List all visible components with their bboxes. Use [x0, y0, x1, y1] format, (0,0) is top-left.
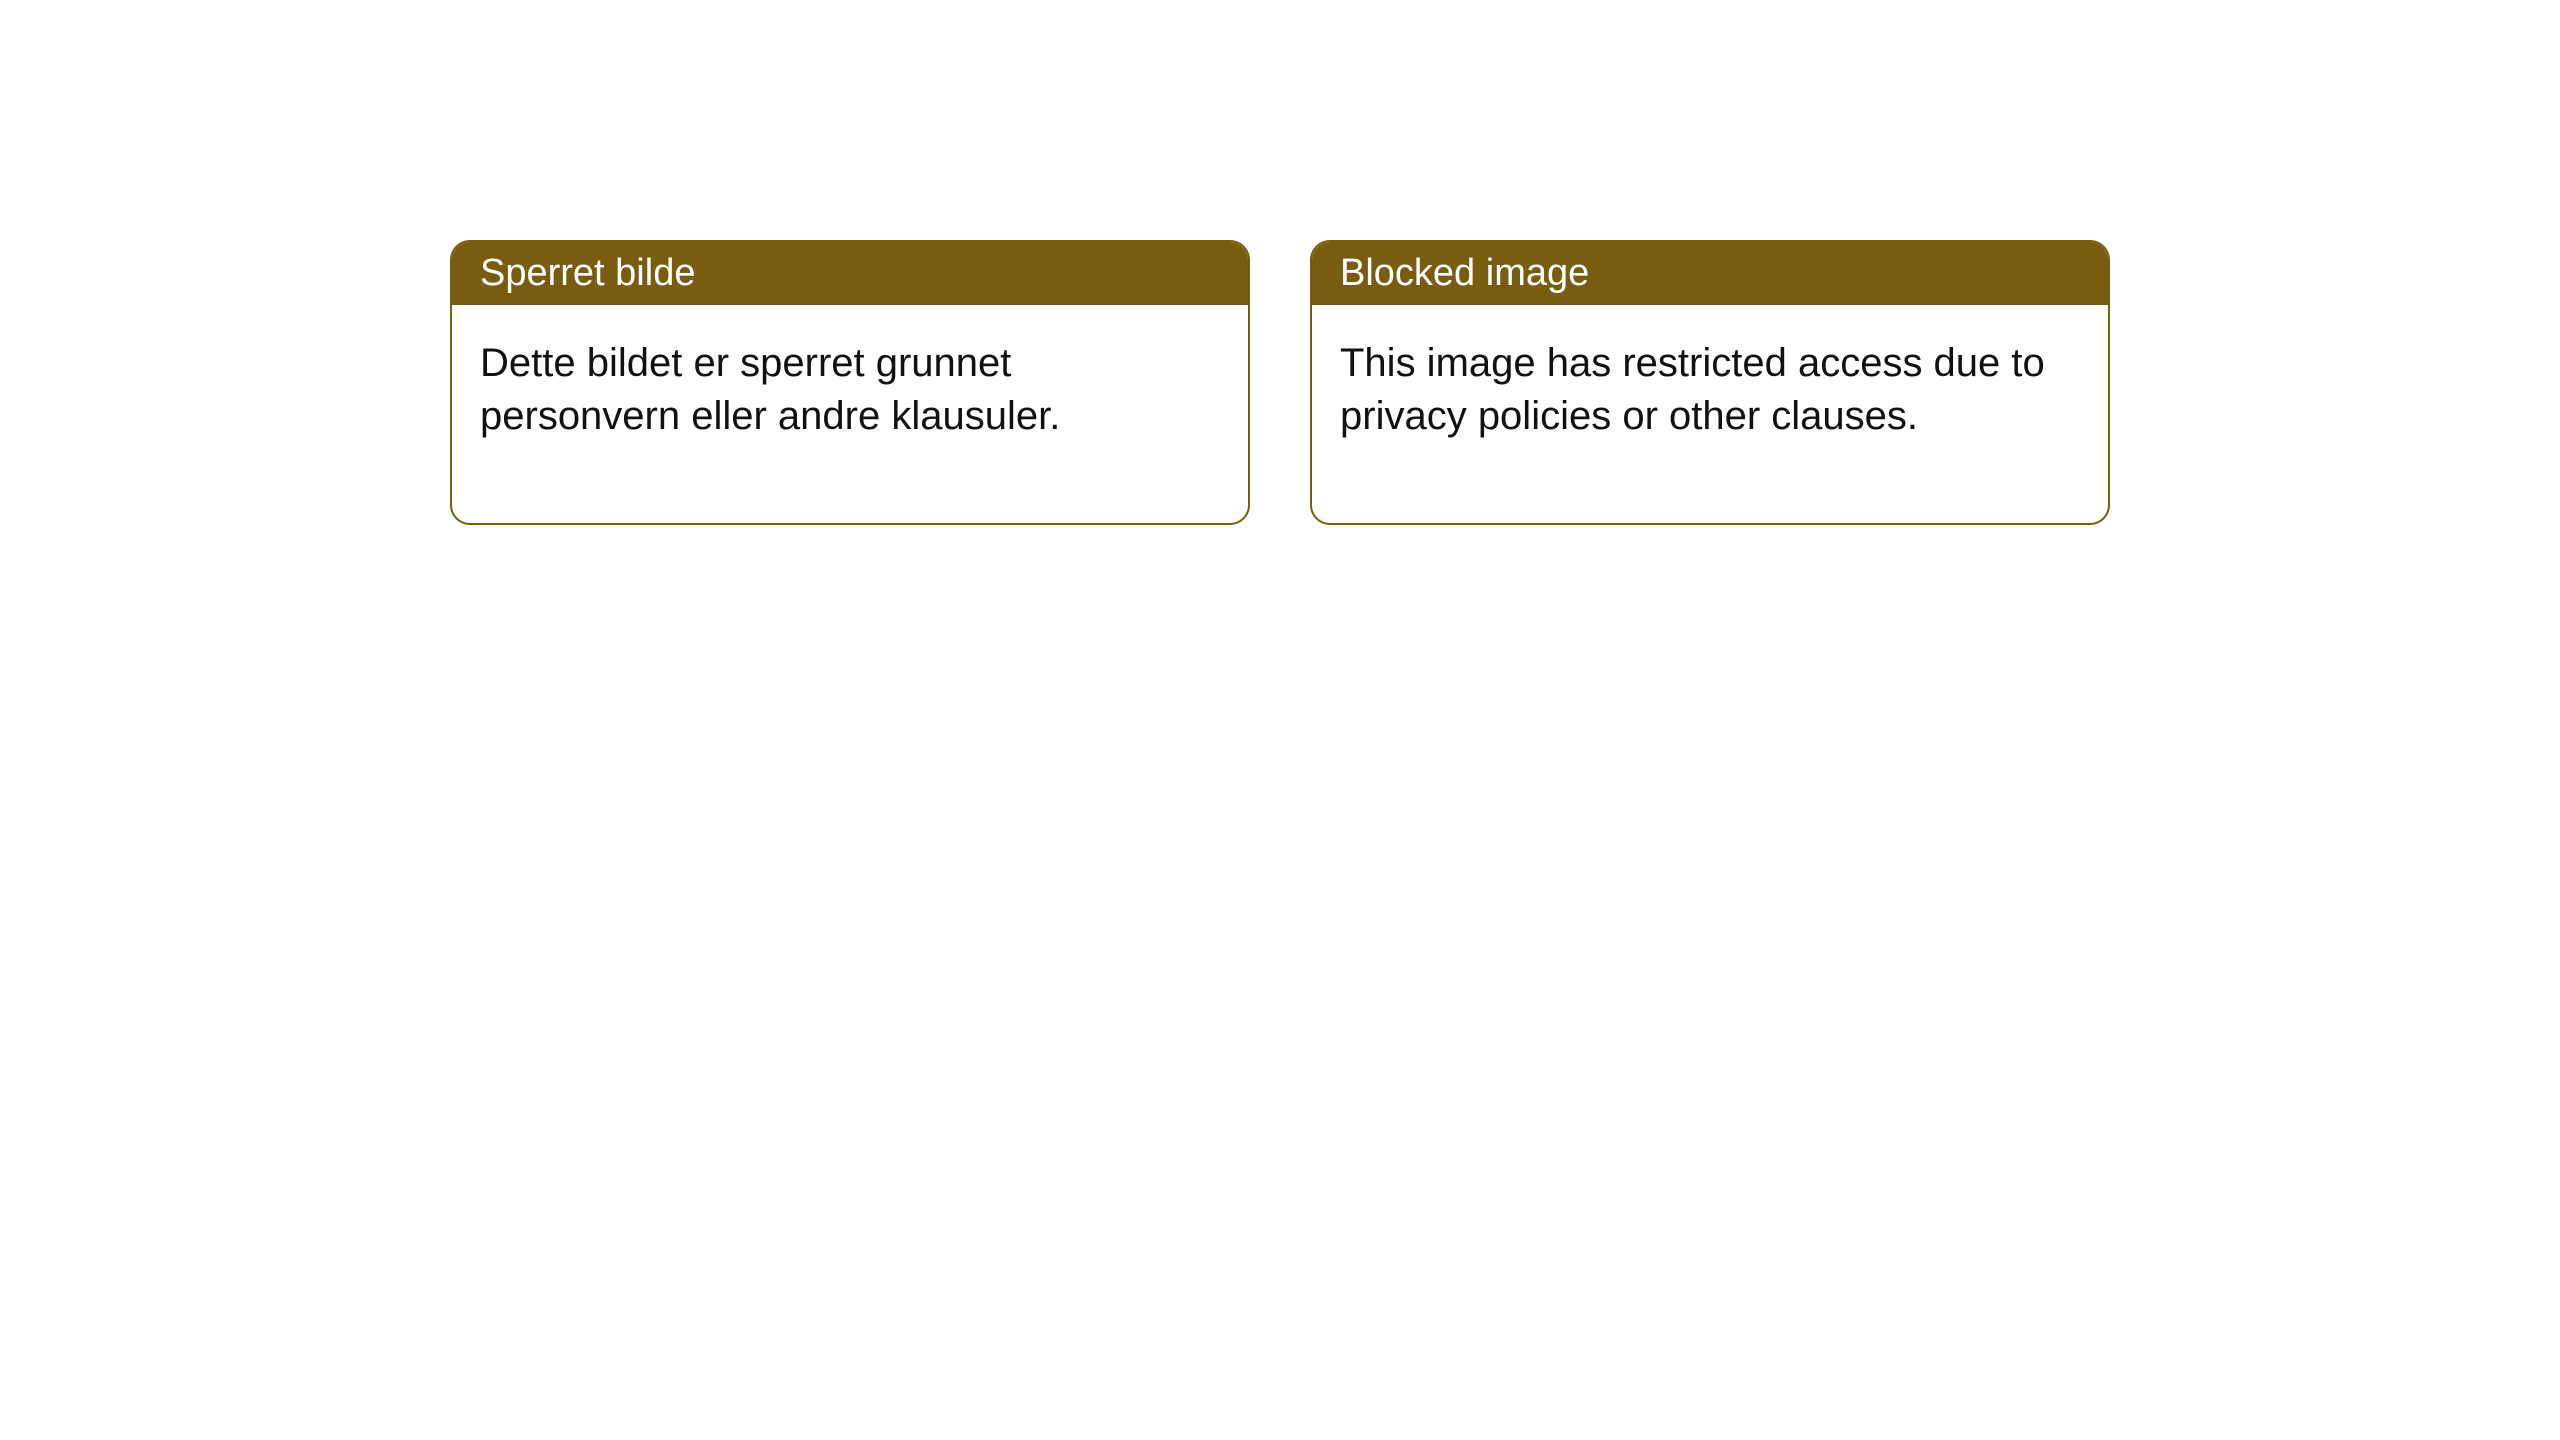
card-header-en: Blocked image [1312, 242, 2108, 305]
blocked-image-card-no: Sperret bilde Dette bildet er sperret gr… [450, 240, 1250, 525]
card-body-en: This image has restricted access due to … [1312, 305, 2108, 523]
blocked-image-card-en: Blocked image This image has restricted … [1310, 240, 2110, 525]
card-body-no: Dette bildet er sperret grunnet personve… [452, 305, 1248, 523]
card-header-no: Sperret bilde [452, 242, 1248, 305]
notice-container: Sperret bilde Dette bildet er sperret gr… [450, 240, 2110, 525]
